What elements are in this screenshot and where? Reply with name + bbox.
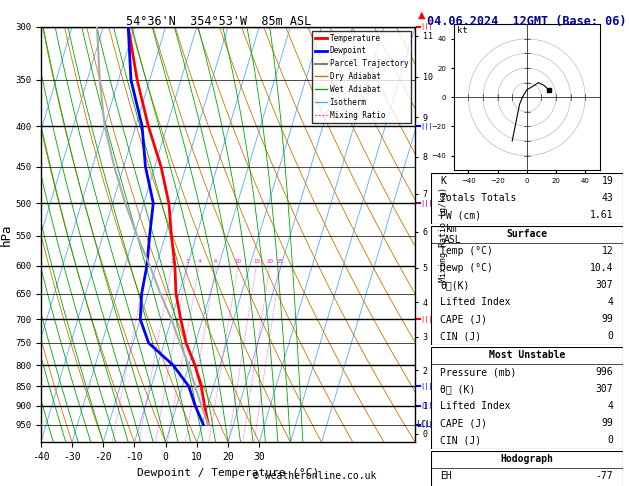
Text: CAPE (J): CAPE (J) (440, 314, 487, 324)
Text: θᴇ (K): θᴇ (K) (440, 384, 476, 394)
Text: -77: -77 (596, 471, 613, 481)
Text: ▲: ▲ (418, 9, 425, 19)
Text: © weatheronline.co.uk: © weatheronline.co.uk (253, 471, 376, 481)
Text: θᴇ(K): θᴇ(K) (440, 280, 470, 290)
Text: Dewp (°C): Dewp (°C) (440, 263, 493, 273)
Text: 20: 20 (266, 259, 274, 264)
Text: 99: 99 (601, 418, 613, 428)
Text: Lifted Index: Lifted Index (440, 297, 511, 307)
Text: 4: 4 (607, 297, 613, 307)
Text: |||: ||| (420, 23, 433, 30)
Text: 0: 0 (607, 331, 613, 341)
Y-axis label: hPa: hPa (0, 223, 12, 246)
Text: CAPE (J): CAPE (J) (440, 418, 487, 428)
X-axis label: Dewpoint / Temperature (°C): Dewpoint / Temperature (°C) (137, 468, 319, 478)
Text: 1: 1 (145, 259, 148, 264)
Text: 12: 12 (601, 246, 613, 256)
Text: 19: 19 (601, 176, 613, 186)
Text: 4: 4 (607, 401, 613, 411)
Text: Hodograph: Hodograph (500, 454, 554, 464)
Text: Surface: Surface (506, 229, 547, 239)
Text: |||: ||| (420, 122, 433, 129)
Text: Most Unstable: Most Unstable (489, 350, 565, 360)
Text: CIN (J): CIN (J) (440, 435, 482, 445)
Text: |||: ||| (420, 200, 433, 207)
Text: 3: 3 (186, 259, 189, 264)
Text: K: K (440, 176, 447, 186)
Text: 6: 6 (214, 259, 218, 264)
Text: 43: 43 (601, 193, 613, 203)
Text: 25: 25 (277, 259, 284, 264)
Text: Temp (°C): Temp (°C) (440, 246, 493, 256)
Text: 10: 10 (235, 259, 242, 264)
Text: 04.06.2024  12GMT (Base: 06): 04.06.2024 12GMT (Base: 06) (427, 15, 626, 28)
Text: Totals Totals: Totals Totals (440, 193, 517, 203)
Text: LCL: LCL (416, 420, 431, 429)
Text: 99: 99 (601, 314, 613, 324)
Text: |||: ||| (420, 402, 433, 409)
Text: Lifted Index: Lifted Index (440, 401, 511, 411)
Legend: Temperature, Dewpoint, Parcel Trajectory, Dry Adiabat, Wet Adiabat, Isotherm, Mi: Temperature, Dewpoint, Parcel Trajectory… (312, 31, 411, 122)
Text: 1.61: 1.61 (589, 210, 613, 220)
Text: 0: 0 (607, 435, 613, 445)
Text: Pressure (mb): Pressure (mb) (440, 367, 517, 377)
Text: |||: ||| (420, 382, 433, 390)
Text: 15: 15 (253, 259, 260, 264)
Text: |||: ||| (420, 316, 433, 323)
Text: EH: EH (440, 471, 452, 481)
Text: 10.4: 10.4 (589, 263, 613, 273)
Text: 2: 2 (170, 259, 174, 264)
Text: 4: 4 (198, 259, 201, 264)
Text: PW (cm): PW (cm) (440, 210, 482, 220)
Text: CIN (J): CIN (J) (440, 331, 482, 341)
Text: 307: 307 (596, 384, 613, 394)
Y-axis label: km
ASL: km ASL (443, 224, 461, 245)
Text: |||: ||| (420, 421, 433, 428)
Text: 307: 307 (596, 280, 613, 290)
Text: kt: kt (457, 26, 467, 35)
Text: 996: 996 (596, 367, 613, 377)
Text: 54°36'N  354°53'W  85m ASL: 54°36'N 354°53'W 85m ASL (126, 15, 311, 28)
Text: Mixing Ratio (g/kg): Mixing Ratio (g/kg) (438, 187, 448, 282)
